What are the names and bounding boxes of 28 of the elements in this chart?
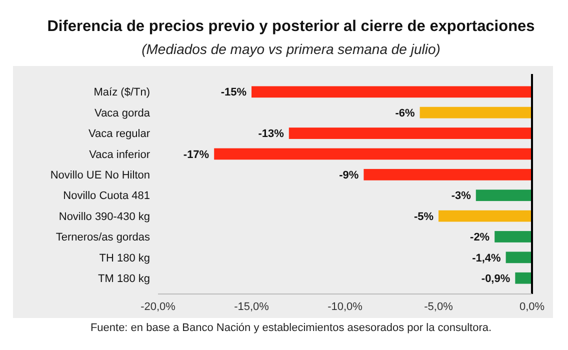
data-label: -6% (395, 107, 416, 120)
data-label: -15% (220, 86, 247, 99)
data-label: -3% (451, 190, 472, 202)
data-label: -17% (183, 148, 210, 161)
y-tick-label: Novillo 390-430 kg (58, 210, 150, 223)
y-tick-label: TH 180 kg (99, 252, 150, 264)
y-tick-label: TM 180 kg (98, 272, 150, 285)
x-tick-label: 0,0% (519, 301, 545, 313)
chart-subtitle: (Mediados de mayo vs primera semana de julio) (142, 41, 440, 57)
y-tick-label: Vaca inferior (89, 148, 150, 161)
data-label: -2% (470, 232, 490, 244)
data-label: -0,9% (481, 272, 510, 285)
source-note: Fuente: en base a Banco Nación y establecimientos asesorados por la consultora. (90, 322, 492, 334)
y-tick-label: Terneros/as gordas (56, 232, 150, 244)
data-label: -5% (414, 210, 434, 223)
x-tick-label: -5,0% (424, 301, 454, 313)
x-tick-label: -10,0% (328, 301, 363, 313)
data-label: -9% (339, 170, 359, 182)
x-tick-label: -20,0% (140, 301, 176, 313)
y-tick-label: Novillo UE No Hilton (50, 170, 150, 182)
data-label: -1,4% (472, 252, 502, 264)
chart-title: Diferencia de precios previo y posterior al cierre de exportaciones (47, 18, 535, 35)
y-tick-label: Vaca gorda (94, 107, 151, 120)
data-label: -13% (258, 128, 284, 140)
y-tick-label: Novillo Cuota 481 (63, 190, 150, 202)
x-tick-label: -15,0% (234, 301, 270, 313)
y-tick-label: Maíz ($/Tn) (94, 86, 150, 99)
y-tick-label: Vaca regular (88, 128, 150, 140)
